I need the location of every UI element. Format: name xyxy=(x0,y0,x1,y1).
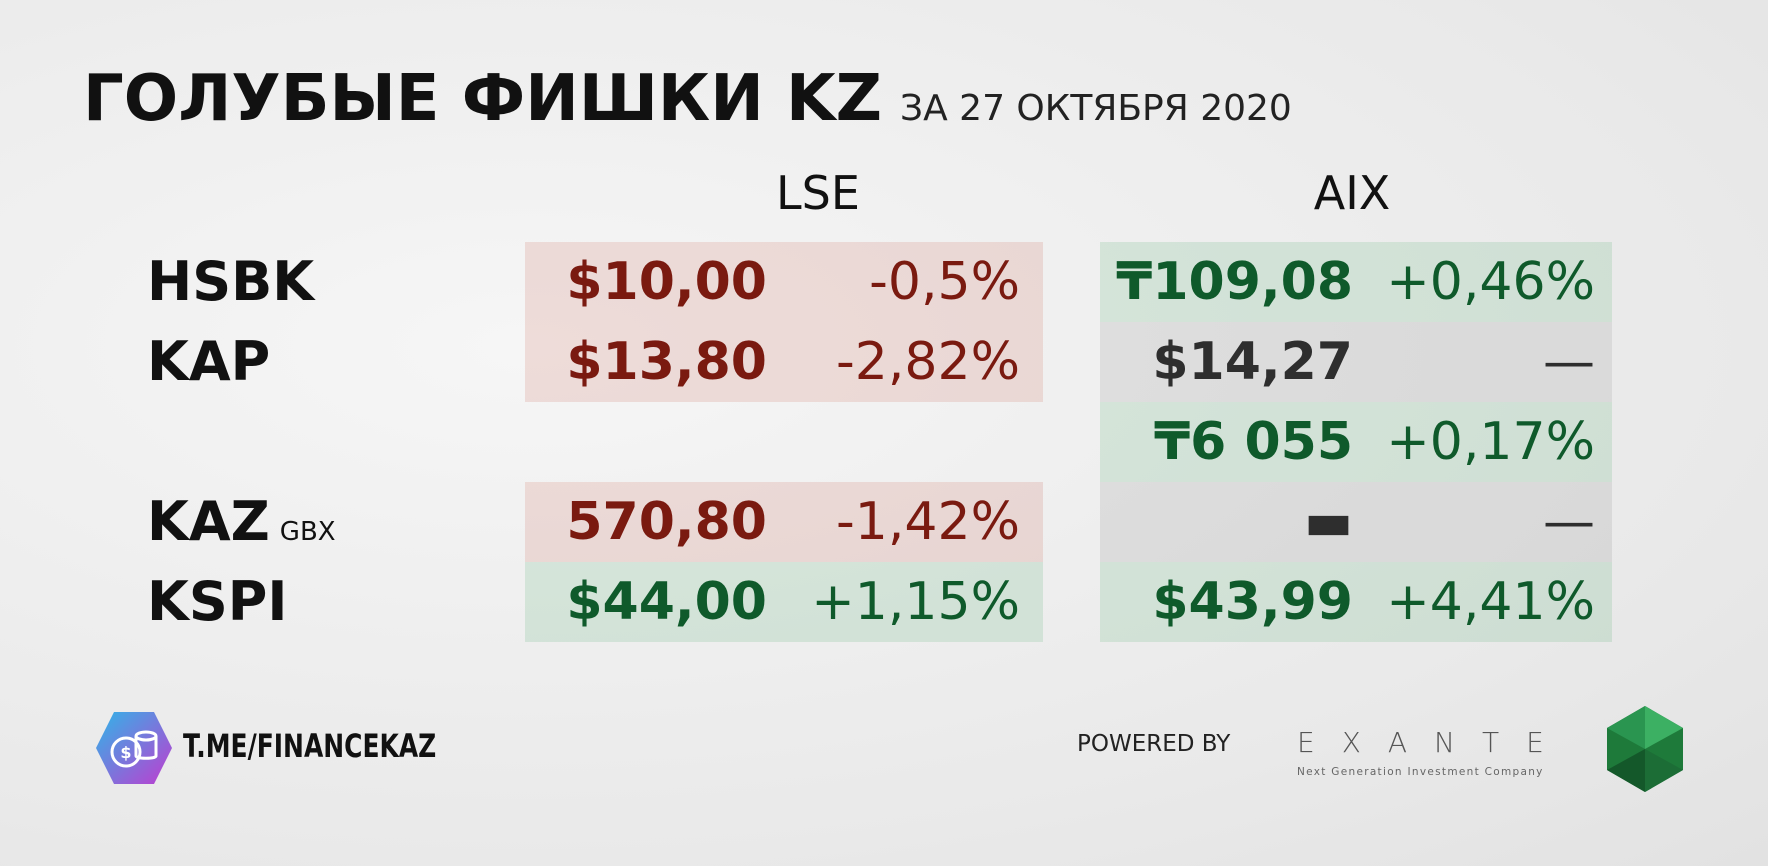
change: — xyxy=(1543,492,1595,552)
cell-background xyxy=(1100,562,1612,642)
price: ▬ xyxy=(1303,492,1353,552)
cell-background xyxy=(525,562,1043,642)
channel-link: T.ME/FINANCEKAZ xyxy=(183,727,437,765)
price: ₸6 055 xyxy=(1153,412,1353,472)
price: $10,00 xyxy=(566,252,767,312)
ticker: HSBK xyxy=(147,250,315,313)
cell-background xyxy=(525,482,1043,562)
cell-background xyxy=(1100,242,1612,322)
powered-by: POWERED BY xyxy=(1077,731,1231,757)
cell-background xyxy=(525,242,1043,322)
svg-text:$: $ xyxy=(120,743,131,762)
brand-tagline: Next Generation Investment Company xyxy=(1297,766,1544,778)
ticker-unit: GBX xyxy=(279,517,336,547)
cell-background xyxy=(525,322,1043,402)
subtitle: ЗА 27 ОКТЯБРЯ 2020 xyxy=(900,88,1292,129)
price: $13,80 xyxy=(566,332,767,392)
change: — xyxy=(1543,332,1595,392)
change: -2,82% xyxy=(836,332,1020,392)
column-header: LSE xyxy=(776,166,860,220)
price: $14,27 xyxy=(1152,332,1353,392)
column-header: AIX xyxy=(1313,166,1391,220)
change: +4,41% xyxy=(1386,572,1595,632)
change: -1,42% xyxy=(836,492,1020,552)
price: 570,80 xyxy=(566,492,767,552)
price: $43,99 xyxy=(1152,572,1353,632)
cell-background xyxy=(1100,402,1612,482)
price: $44,00 xyxy=(566,572,767,632)
title-line: ГОЛУБЫЕ ФИШКИ KZ ЗА 27 ОКТЯБРЯ 2020 xyxy=(83,62,1292,136)
ticker: KSPI xyxy=(147,570,288,633)
cell-background xyxy=(1100,482,1612,562)
change: +0,46% xyxy=(1386,252,1595,312)
change: +1,15% xyxy=(811,572,1020,632)
change: +0,17% xyxy=(1386,412,1595,472)
ticker: KAZ GBX xyxy=(147,490,336,553)
brand: EXANTE xyxy=(1297,726,1571,759)
cell-background xyxy=(1100,322,1612,402)
ticker: KAP xyxy=(147,330,271,393)
price: ₸109,08 xyxy=(1116,252,1353,312)
channel-logo: $ xyxy=(96,712,172,784)
title: ГОЛУБЫЕ ФИШКИ KZ xyxy=(83,62,883,136)
change: -0,5% xyxy=(869,252,1020,312)
brand-logo xyxy=(1607,706,1683,792)
